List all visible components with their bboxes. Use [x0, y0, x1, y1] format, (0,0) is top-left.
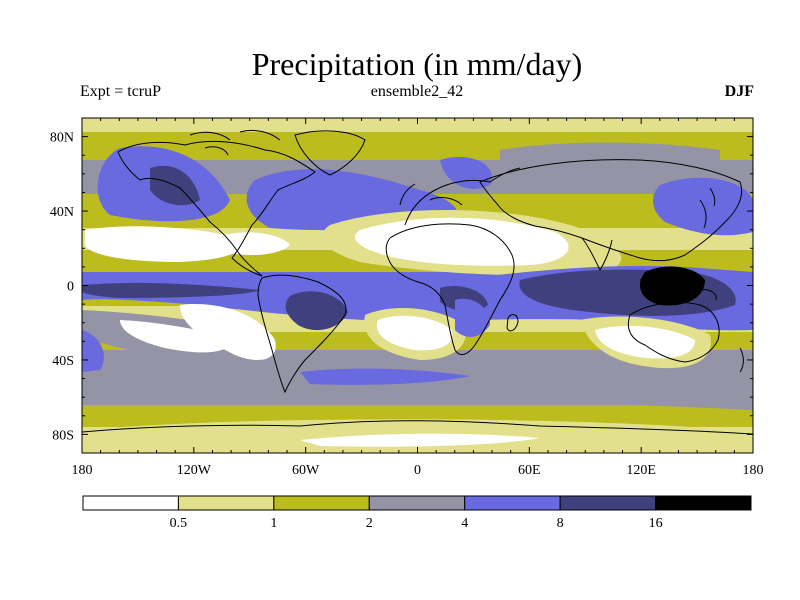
x-tick-label: 180	[72, 463, 93, 478]
x-axis-labels: 180 120W 60W 0 60E 120E 180	[72, 463, 764, 478]
ensemble-label: ensemble2_42	[370, 83, 464, 100]
x-tick-label: 0	[414, 463, 421, 478]
y-tick-label: 40S	[52, 354, 74, 369]
colorbar-swatch	[655, 495, 752, 511]
x-tick-label: 120W	[177, 463, 212, 478]
x-tick-label: 120E	[626, 463, 656, 478]
experiment-label: Expt = tcruP	[80, 83, 162, 100]
chart-title: Precipitation (in mm/day)	[251, 46, 583, 82]
precipitation-field	[82, 118, 753, 453]
colorbar-swatch	[368, 495, 466, 511]
y-tick-label: 0	[67, 280, 74, 295]
colorbar-threshold-label: 1	[270, 516, 277, 531]
axis-ticks	[81, 117, 754, 454]
colorbar-labels: 0.5 1 2 4 8 16	[170, 516, 663, 531]
coastlines	[82, 129, 753, 435]
colorbar-threshold-label: 16	[649, 516, 663, 531]
colorbar-swatch	[82, 495, 179, 511]
y-tick-label: 80N	[50, 131, 74, 146]
colorbar-threshold-label: 2	[366, 516, 373, 531]
colorbar-threshold-label: 0.5	[170, 516, 188, 531]
y-tick-label: 80S	[52, 428, 74, 443]
y-tick-label: 40N	[50, 205, 74, 220]
colorbar-swatch	[464, 495, 561, 511]
x-tick-label: 60E	[518, 463, 541, 478]
y-axis-labels: 80N 40N 0 40S 80S	[50, 131, 74, 444]
colorbar-threshold-label: 4	[461, 516, 468, 531]
colorbar-swatch	[177, 495, 275, 511]
season-label: DJF	[724, 83, 754, 100]
colorbar-swatch	[273, 495, 370, 511]
x-tick-label: 180	[743, 463, 764, 478]
colorbar-swatch	[559, 495, 657, 511]
x-tick-label: 60W	[292, 463, 320, 478]
colorbar-threshold-label: 8	[557, 516, 564, 531]
colorbar	[82, 495, 752, 511]
